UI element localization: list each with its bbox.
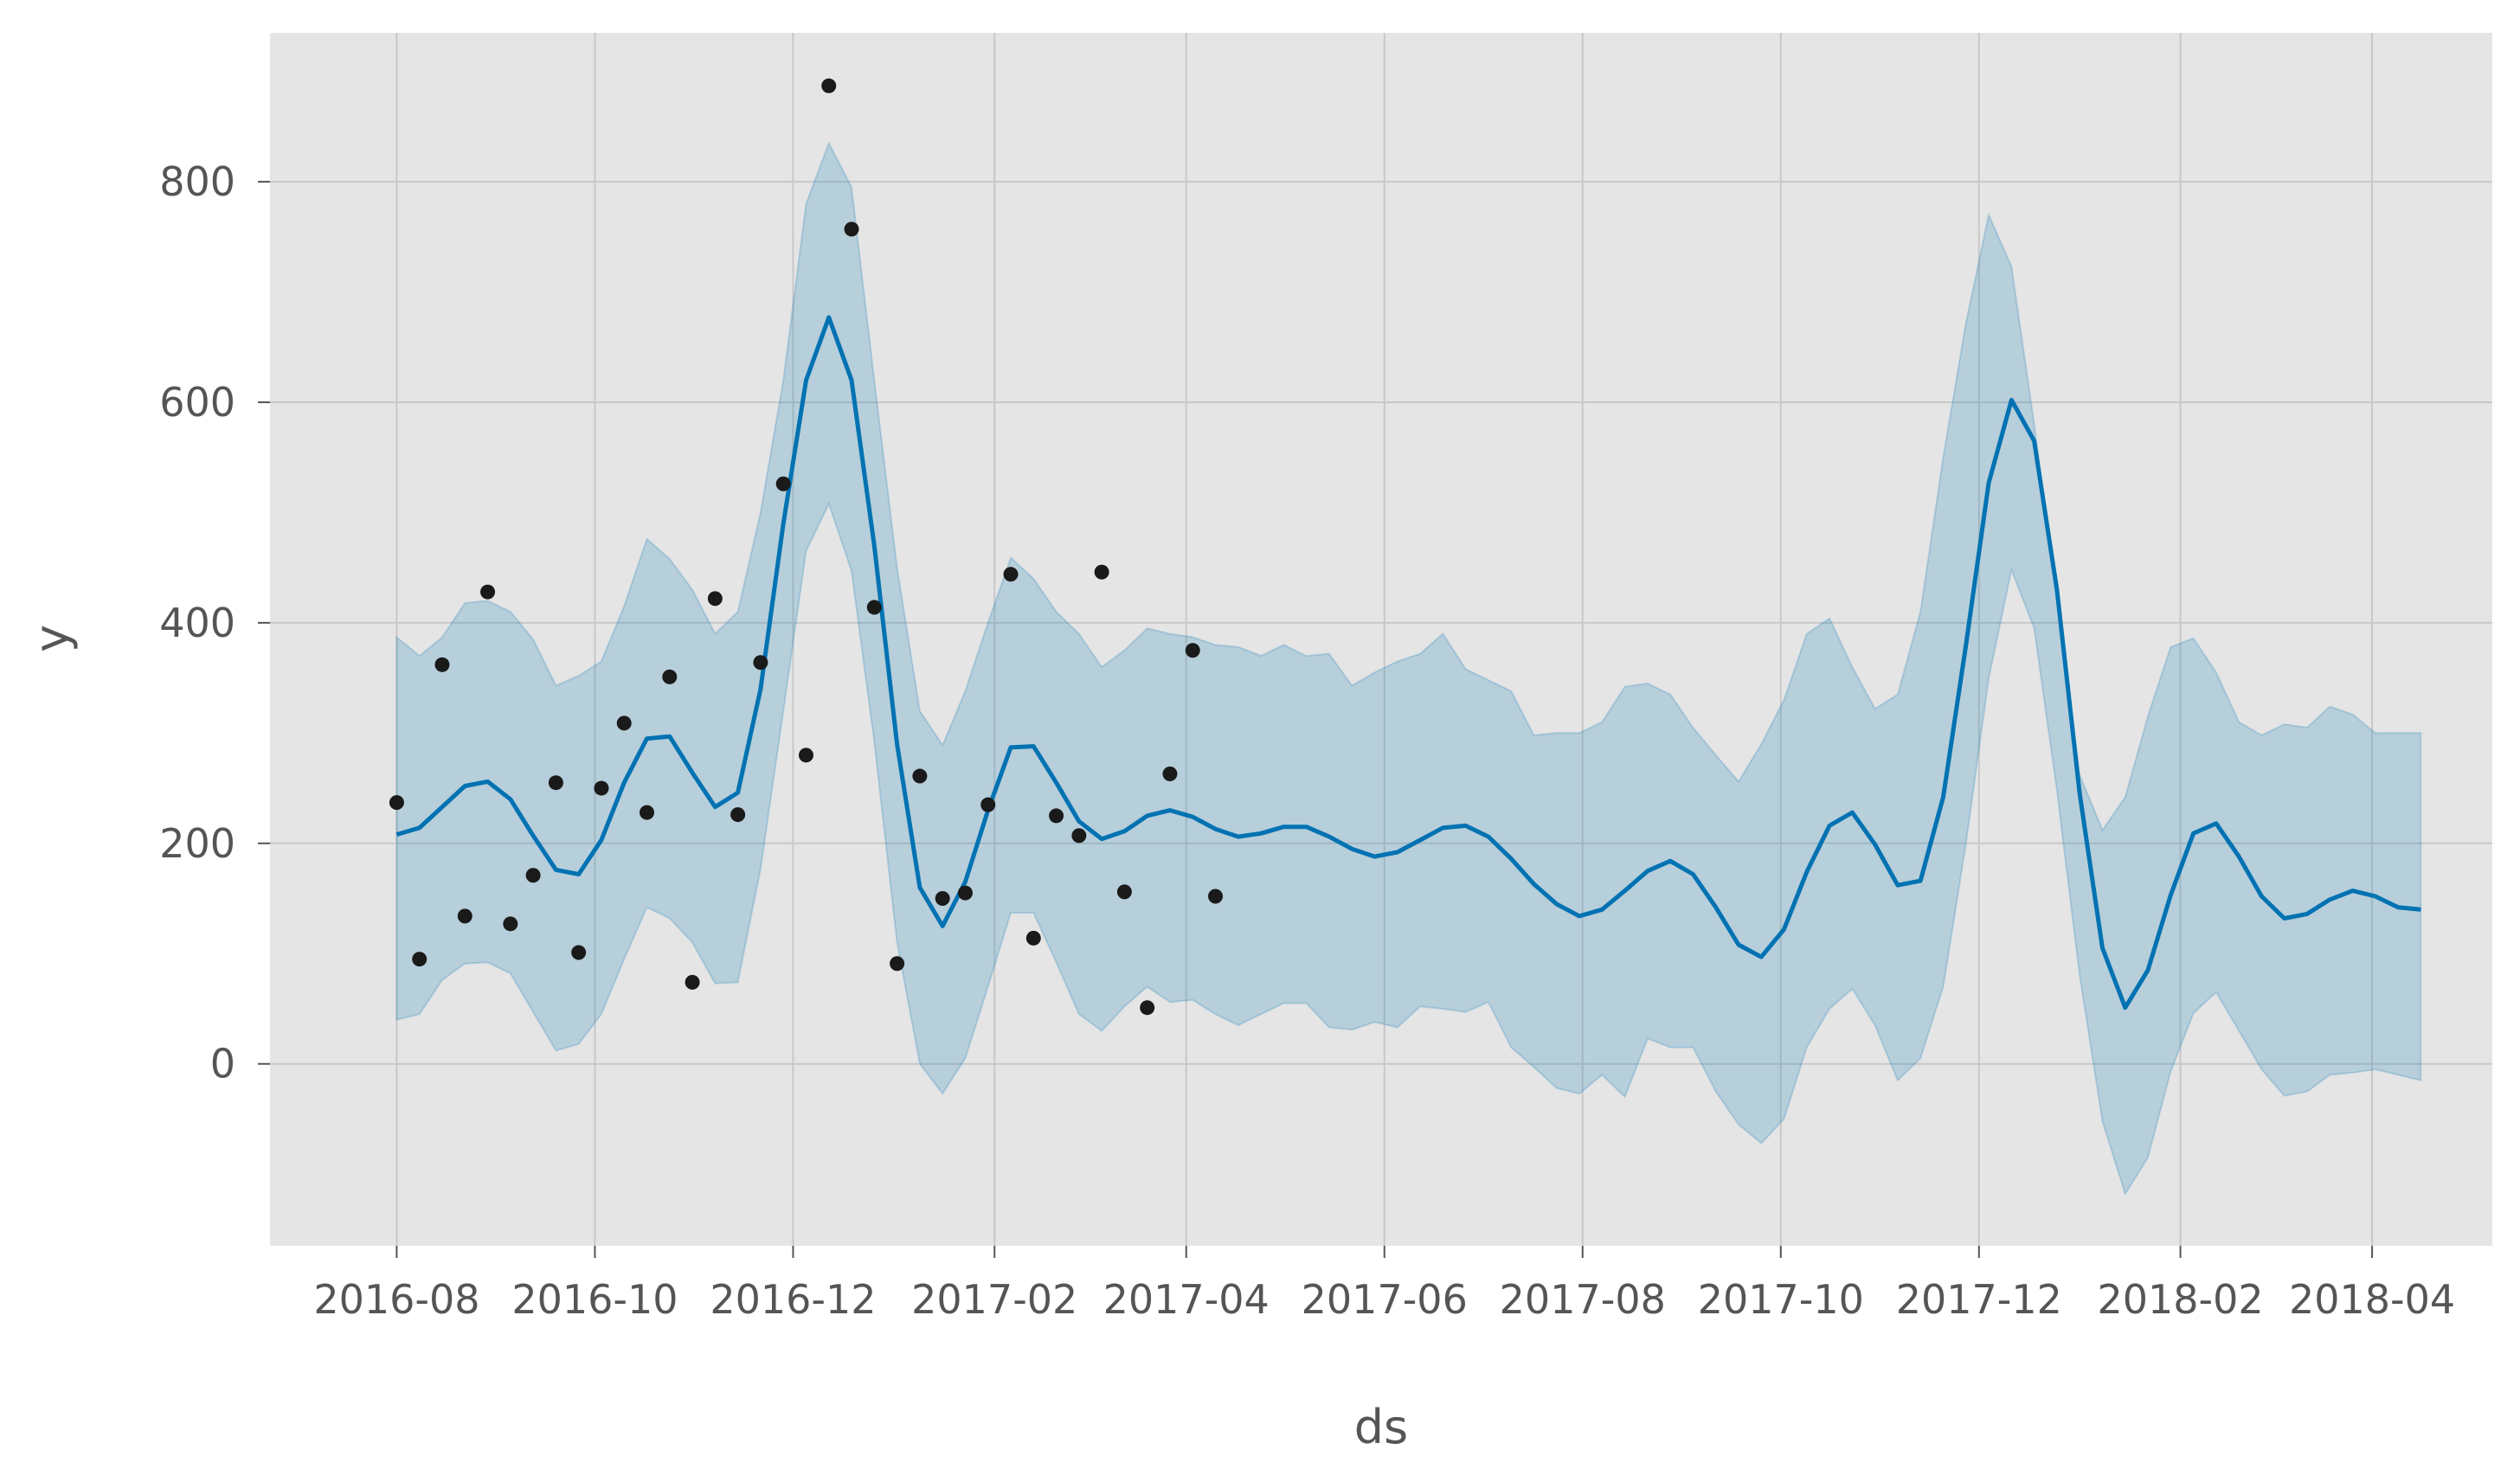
grid-lines [270,33,2492,1246]
forecast-line-group [395,315,2421,1010]
observed-point [890,956,905,972]
observed-point [1049,808,1064,824]
observed-point [844,221,859,237]
observed-point [389,795,404,811]
uncertainty-band [395,141,2422,1197]
x-tick-label: 2017-10 [1698,1276,1864,1323]
x-tick-label: 2016-12 [710,1276,876,1323]
observed-point [457,908,472,924]
uncertainty-band-area [395,141,2422,1197]
y-tick-label: 600 [159,379,235,426]
observed-point [1140,1000,1155,1016]
y-axis-ticks: 0 200 400 600 800 [159,158,270,1087]
x-tick-label: 2016-10 [511,1276,678,1323]
y-tick-label: 0 [210,1041,235,1087]
observed-point [957,885,973,901]
observed-point [866,600,882,615]
x-tick-label: 2017-06 [1302,1276,1468,1323]
observed-point [594,780,609,796]
x-tick-label: 2017-08 [1500,1276,1666,1323]
observed-point [798,747,813,763]
observed-point [775,476,791,491]
observed-point [412,952,428,967]
observed-point [662,669,678,684]
forecast-line [395,315,2421,1010]
observed-point [685,974,700,990]
observed-point [1162,766,1178,781]
observed-point [480,584,496,600]
y-tick-label: 400 [159,600,235,646]
x-tick-label: 2017-04 [1103,1276,1270,1323]
y-axis-label: y [24,625,79,652]
observed-point [1185,643,1200,658]
x-tick-label: 2017-12 [1896,1276,2062,1323]
observed-point [912,768,928,784]
observed-point [821,78,837,93]
observed-point [1094,564,1109,580]
observed-point [548,775,563,791]
observed-point [753,655,768,670]
x-tick-label: 2016-08 [313,1276,479,1323]
observed-point [1208,889,1224,904]
observed-point [1025,930,1041,946]
observed-point [707,591,723,606]
observed-point [434,657,450,672]
x-axis-ticks: 2016-08 2016-10 2016-12 2017-02 2017-04 2017-… [313,1246,2455,1323]
observed-point [1003,567,1019,582]
observed-point [1116,884,1132,900]
observed-point [503,916,518,932]
observed-point [640,805,655,820]
x-tick-label: 2018-02 [2097,1276,2263,1323]
observed-point [935,891,950,907]
observed-point [980,797,996,812]
x-tick-label: 2018-04 [2289,1276,2455,1323]
x-tick-label: 2017-02 [911,1276,1077,1323]
y-tick-label: 200 [159,820,235,867]
observed-points [389,78,1224,1016]
observed-point [616,715,632,731]
observed-point [571,945,587,960]
observed-point [1071,828,1087,844]
plot-panel [270,33,2492,1246]
observed-point [525,868,541,883]
observed-point [730,807,746,823]
x-axis-label: ds [1354,1400,1408,1454]
y-tick-label: 800 [159,158,235,205]
